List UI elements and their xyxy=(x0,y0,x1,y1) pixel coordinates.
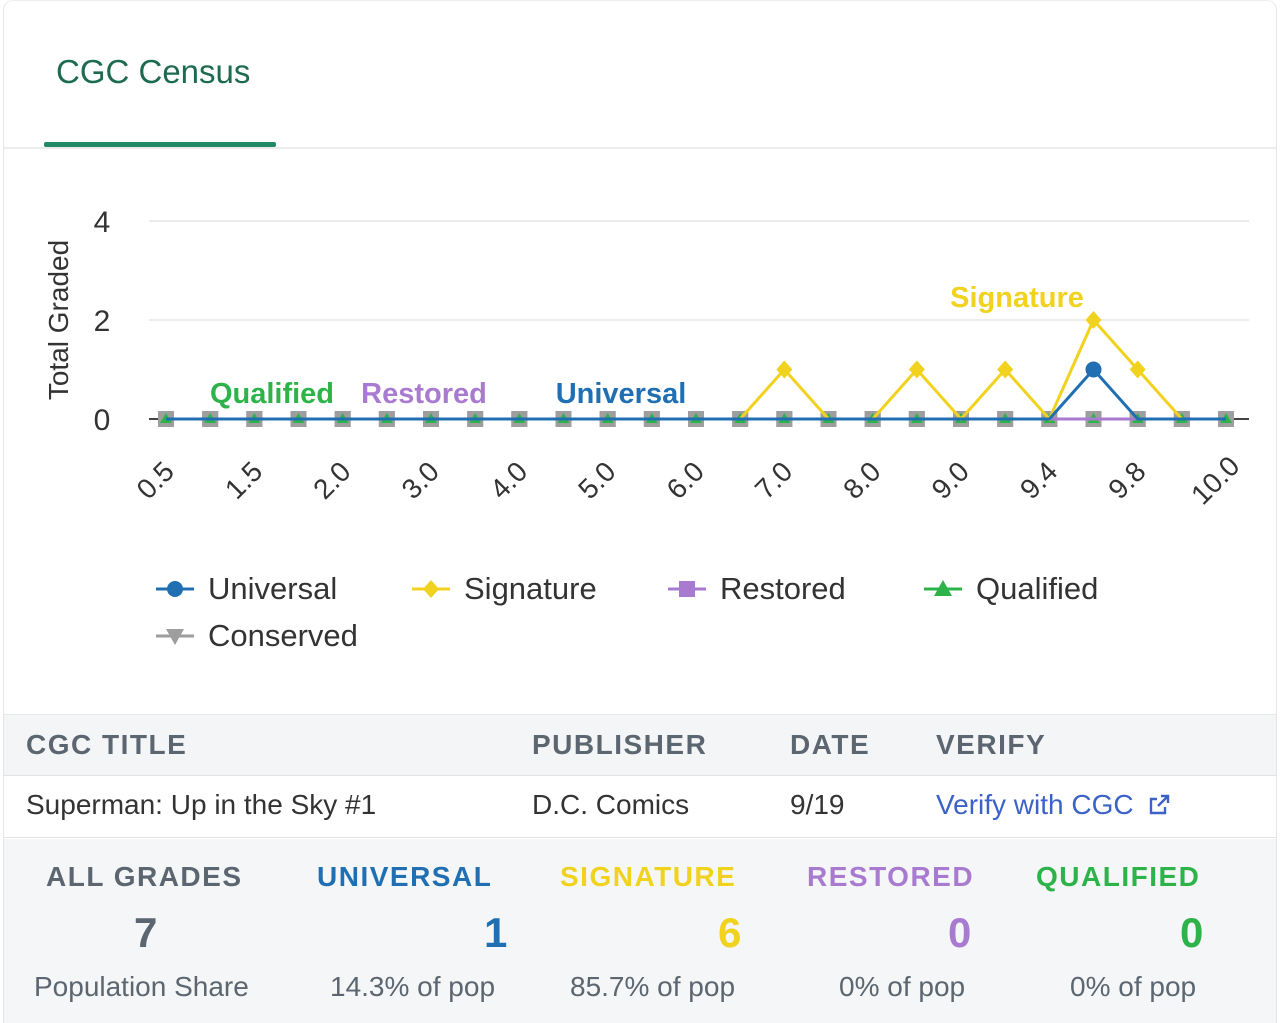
table-header: CGC TITLE PUBLISHER DATE VERIFY xyxy=(4,714,1276,776)
y-tick-label: 0 xyxy=(94,404,111,437)
data-point-signature[interactable] xyxy=(776,360,793,379)
x-tick-label: 4.0 xyxy=(484,456,533,505)
census-card: CGC Census 0 2 4 Total Graded 0.5 1.5 2.0 3.0 4.… xyxy=(3,0,1277,1023)
tab-bar: CGC Census xyxy=(4,1,1276,149)
legend-label: Signature xyxy=(464,571,597,606)
x-tick-label: 9.0 xyxy=(926,456,975,505)
legend-item-conserved[interactable]: Conserved xyxy=(154,616,358,656)
annotation-restored: Restored xyxy=(361,378,487,410)
stat-value: 7 xyxy=(134,909,158,956)
stat-share: 0% of pop xyxy=(1070,971,1197,1002)
legend-marker-signature xyxy=(410,574,454,604)
legend-marker-qualified xyxy=(922,574,966,604)
stat-label: QUALIFIED xyxy=(1036,861,1201,892)
legend-label: Qualified xyxy=(976,571,1099,606)
active-tab-indicator xyxy=(44,142,276,147)
x-tick-label: 2.0 xyxy=(307,456,356,505)
stat-value: 0 xyxy=(948,909,972,956)
stat-share: 14.3% of pop xyxy=(330,971,496,1002)
legend-marker-restored xyxy=(666,574,710,604)
y-tick-label: 2 xyxy=(94,305,111,338)
header-publisher: PUBLISHER xyxy=(532,729,708,760)
x-tick-label: 0.5 xyxy=(131,456,180,505)
data-point-signature[interactable] xyxy=(997,360,1014,379)
x-tick-label: 3.0 xyxy=(396,456,445,505)
population-stats: ALL GRADES 7 Population Share UNIVERSAL 1 14.… xyxy=(4,839,1276,1023)
x-tick-label: 8.0 xyxy=(837,456,886,505)
x-tick-label: 6.0 xyxy=(661,456,710,505)
stat-value: 0 xyxy=(1180,909,1204,956)
series-line-universal xyxy=(166,367,1226,421)
y-tick-label: 4 xyxy=(94,206,111,239)
x-tick-label: 9.8 xyxy=(1102,456,1151,505)
y-axis-label: Total Graded xyxy=(43,240,74,400)
legend-marker-universal xyxy=(154,574,198,604)
legend-label: Conserved xyxy=(208,618,358,653)
x-tick-label: 9.4 xyxy=(1014,456,1063,505)
header-verify: VERIFY xyxy=(936,729,1047,760)
x-tick-label: 5.0 xyxy=(572,456,621,505)
legend-item-restored[interactable]: Restored xyxy=(666,569,846,609)
legend-label: Universal xyxy=(208,571,338,606)
data-point-signature[interactable] xyxy=(1129,360,1146,379)
stat-value: 1 xyxy=(484,909,508,956)
data-point-signature[interactable] xyxy=(1085,311,1102,329)
legend-label: Restored xyxy=(720,571,846,606)
cell-publisher: D.C. Comics xyxy=(532,789,690,820)
annotation-universal: Universal xyxy=(556,378,687,410)
external-link-icon xyxy=(1150,794,1170,815)
legend-marker-conserved xyxy=(154,621,198,651)
header-cgc-title: CGC TITLE xyxy=(26,729,188,760)
cell-date: 9/19 xyxy=(790,789,845,820)
annotation-signature: Signature xyxy=(950,282,1084,314)
x-tick-label: 7.0 xyxy=(749,456,798,505)
cell-title: Superman: Up in the Sky #1 xyxy=(26,789,377,820)
header-date: DATE xyxy=(790,729,871,760)
stat-label: SIGNATURE xyxy=(560,861,737,892)
tab-cgc-census[interactable]: CGC Census xyxy=(56,53,251,90)
census-chart: 0 2 4 Total Graded 0.5 1.5 2.0 3.0 4.0 5.0 6.0 7.0 8… xyxy=(43,206,1249,511)
legend-item-qualified[interactable]: Qualified xyxy=(922,569,1098,609)
legend-item-signature[interactable]: Signature xyxy=(410,569,597,609)
annotation-qualified: Qualified xyxy=(210,378,334,410)
x-tick-label: 10.0 xyxy=(1185,450,1245,510)
series-universal xyxy=(166,361,1226,421)
stat-label: UNIVERSAL xyxy=(317,861,493,892)
verify-link-label[interactable]: Verify with CGC xyxy=(936,789,1134,820)
stat-share: 0% of pop xyxy=(839,971,966,1002)
stat-label: RESTORED xyxy=(807,861,975,892)
legend-item-universal[interactable]: Universal xyxy=(154,569,337,609)
stat-share: 85.7% of pop xyxy=(570,971,736,1002)
data-point-universal[interactable] xyxy=(1085,361,1102,378)
x-tick-label: 1.5 xyxy=(219,456,268,505)
stat-share: Population Share xyxy=(34,971,249,1002)
data-point-signature[interactable] xyxy=(908,360,925,379)
stat-label: ALL GRADES xyxy=(46,861,243,892)
table-row: Superman: Up in the Sky #1 D.C. Comics 9… xyxy=(4,775,1276,838)
verify-with-cgc-link[interactable]: Verify with CGC xyxy=(936,789,1171,821)
stat-value: 6 xyxy=(718,909,742,956)
